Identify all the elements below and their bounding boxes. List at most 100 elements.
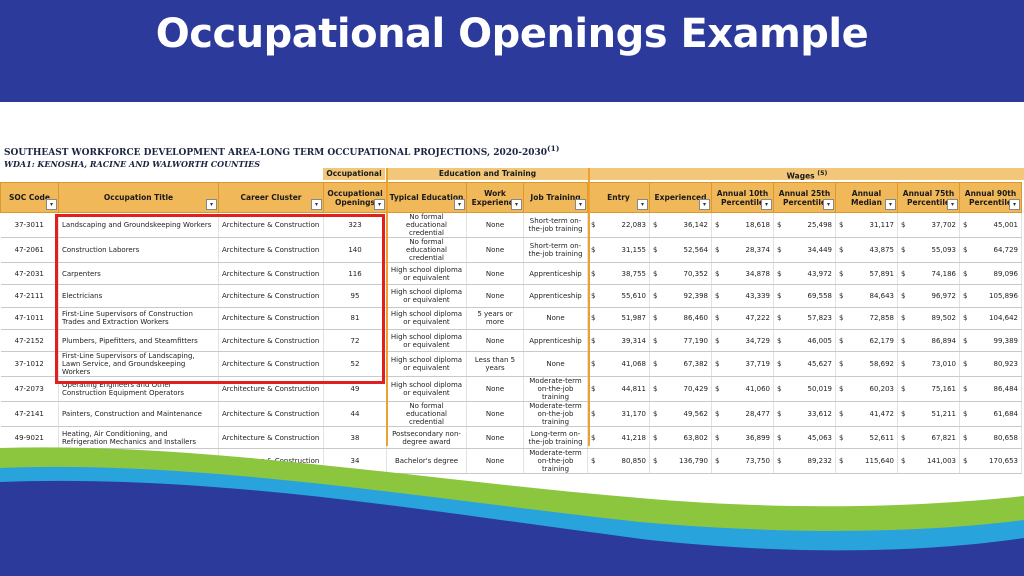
cell-value: 37-1012: [14, 360, 44, 369]
cell-soc-code: 47-2061: [0, 237, 59, 263]
cell-value: High school diploma or equivalent: [390, 381, 463, 398]
cell-annual-median: $115,640: [835, 448, 898, 475]
column-header-label: Job Training: [530, 193, 581, 202]
cell-work-experience: None: [466, 284, 524, 308]
sheet-title-text: SOUTHEAST WORKFORCE DEVELOPMENT AREA-LON…: [4, 148, 548, 158]
cell-annual-median: $84,643: [835, 284, 898, 308]
filter-dropdown-icon[interactable]: ▾: [46, 199, 57, 210]
cell-value: High school diploma or equivalent: [390, 332, 463, 349]
filter-dropdown-icon[interactable]: ▾: [637, 199, 648, 210]
currency-symbol: $: [715, 291, 720, 300]
cell-value: 45,001: [993, 221, 1019, 229]
currency-symbol: $: [777, 457, 782, 466]
cell-occupation-title: First-Line Supervisors of Landscaping, L…: [58, 351, 219, 378]
currency-symbol: $: [963, 291, 968, 300]
cell-value: Architecture & Construction: [222, 336, 320, 345]
filter-dropdown-icon[interactable]: ▾: [374, 199, 385, 210]
cell-value: None: [485, 336, 505, 345]
table-row: 47-2152 Plumbers, Pipefitters, and Steamf…: [0, 329, 1022, 353]
cell-annual-10th: $28,477: [711, 401, 774, 428]
cell-value: 62,179: [869, 336, 895, 345]
filter-dropdown-icon[interactable]: ▾: [206, 199, 217, 210]
currency-symbol: $: [653, 336, 658, 345]
cell-value: 28,374: [745, 246, 771, 254]
cell-occupational-openings: 323: [323, 212, 387, 238]
currency-symbol: $: [653, 433, 658, 442]
currency-symbol: $: [653, 291, 658, 300]
cell-value: 72,858: [869, 314, 895, 323]
filter-dropdown-icon[interactable]: ▾: [699, 199, 710, 210]
cell-work-experience: None: [466, 401, 524, 428]
cell-annual-90th: $105,896: [959, 284, 1022, 308]
cell-typical-education: High school diploma or equivalent: [386, 329, 467, 353]
cell-value: 44,811: [621, 385, 647, 394]
filter-dropdown-icon[interactable]: ▾: [761, 199, 772, 210]
divider-occupational: [386, 168, 388, 446]
sheet-title-footnote: (1): [547, 144, 560, 153]
table-row: 49-9021 Heating, Air Conditioning, and Re…: [0, 426, 1022, 450]
currency-symbol: $: [901, 291, 906, 300]
currency-symbol: $: [901, 360, 906, 369]
column-header-label: Occupation Title: [103, 193, 174, 202]
cell-soc-code: 47-2141: [0, 401, 59, 428]
filter-dropdown-icon[interactable]: ▾: [511, 199, 522, 210]
cell-annual-75th: $51,211: [897, 401, 960, 428]
column-header-label: Work Experience: [471, 188, 519, 207]
currency-symbol: $: [591, 291, 596, 300]
cell-occupation-title: Heating, Air Conditioning, and Refrigera…: [58, 426, 219, 450]
cell-typical-education: High school diploma or equivalent: [386, 262, 467, 286]
cell-annual-10th: $18,618: [711, 212, 774, 238]
filter-dropdown-icon[interactable]: ▾: [823, 199, 834, 210]
filter-dropdown-icon[interactable]: ▾: [454, 199, 465, 210]
column-header-label: Annual 25th Percentile: [778, 188, 831, 207]
cell-soc-code: 47-2031: [0, 262, 59, 286]
cell-value: 81: [350, 314, 360, 323]
cell-value: Architecture & Construction: [222, 410, 320, 419]
cell-value: Bachelor's degree: [394, 457, 459, 466]
cell-annual-75th: $96,972: [897, 284, 960, 308]
group-header-wages: Wages (5): [590, 168, 1024, 181]
cell-value: 51,211: [931, 410, 957, 419]
cell-occupational-openings: 44: [323, 401, 387, 428]
cell-entry: $51,987: [587, 307, 650, 330]
cell-value: 49-9021: [14, 433, 44, 442]
cell-entry: $80,850: [587, 448, 650, 475]
cell-career-cluster: Architecture & Construction: [218, 351, 324, 378]
cell-career-cluster: Architecture & Construction: [218, 307, 324, 330]
currency-symbol: $: [963, 221, 968, 229]
cell-value: 105,896: [989, 291, 1018, 300]
group-header-education: Education and Training: [387, 168, 588, 180]
cell-soc-code: 47-2152: [0, 329, 59, 353]
cell-annual-median: $58,692: [835, 351, 898, 378]
cell-entry: $38,755: [587, 262, 650, 286]
filter-dropdown-icon[interactable]: ▾: [1009, 199, 1020, 210]
cell-value: 141,003: [927, 457, 956, 466]
cell-work-experience: None: [466, 448, 524, 475]
cell-occupation-title: Operating Engineers and Other Constructi…: [58, 376, 219, 403]
column-header-career-cluster: Career Cluster ▾: [218, 182, 324, 213]
column-header-label: Annual 10th Percentile: [716, 188, 769, 207]
cell-value: Architecture & Construction: [222, 360, 320, 369]
cell-annual-25th: $57,823: [773, 307, 836, 330]
cell-job-training: Apprenticeship: [523, 329, 588, 353]
cell-annual-25th: $50,019: [773, 376, 836, 403]
currency-symbol: $: [963, 457, 968, 466]
column-header-annual-median: Annual Median ▾: [835, 182, 898, 213]
filter-dropdown-icon[interactable]: ▾: [885, 199, 896, 210]
filter-dropdown-icon[interactable]: ▾: [575, 199, 586, 210]
cell-typical-education: No formal educational credential: [386, 212, 467, 238]
cell-annual-10th: $73,750: [711, 448, 774, 475]
cell-value: 95: [350, 291, 360, 300]
cell-value: 37,719: [745, 360, 771, 369]
cell-experienced: $77,190: [649, 329, 712, 353]
cell-value: 89,232: [807, 457, 833, 466]
filter-dropdown-icon[interactable]: ▾: [311, 199, 322, 210]
cell-typical-education: High school diploma or equivalent: [386, 284, 467, 308]
filter-dropdown-icon[interactable]: ▾: [947, 199, 958, 210]
column-header-annual-90th: Annual 90th Percentile ▾: [959, 182, 1022, 213]
cell-annual-75th: $37,702: [897, 212, 960, 238]
cell-value: 89,096: [993, 269, 1019, 278]
cell-value: Painters, Construction and Maintenance: [62, 410, 202, 419]
cell-value: 43,972: [807, 269, 833, 278]
cell-value: 67,382: [683, 360, 709, 369]
